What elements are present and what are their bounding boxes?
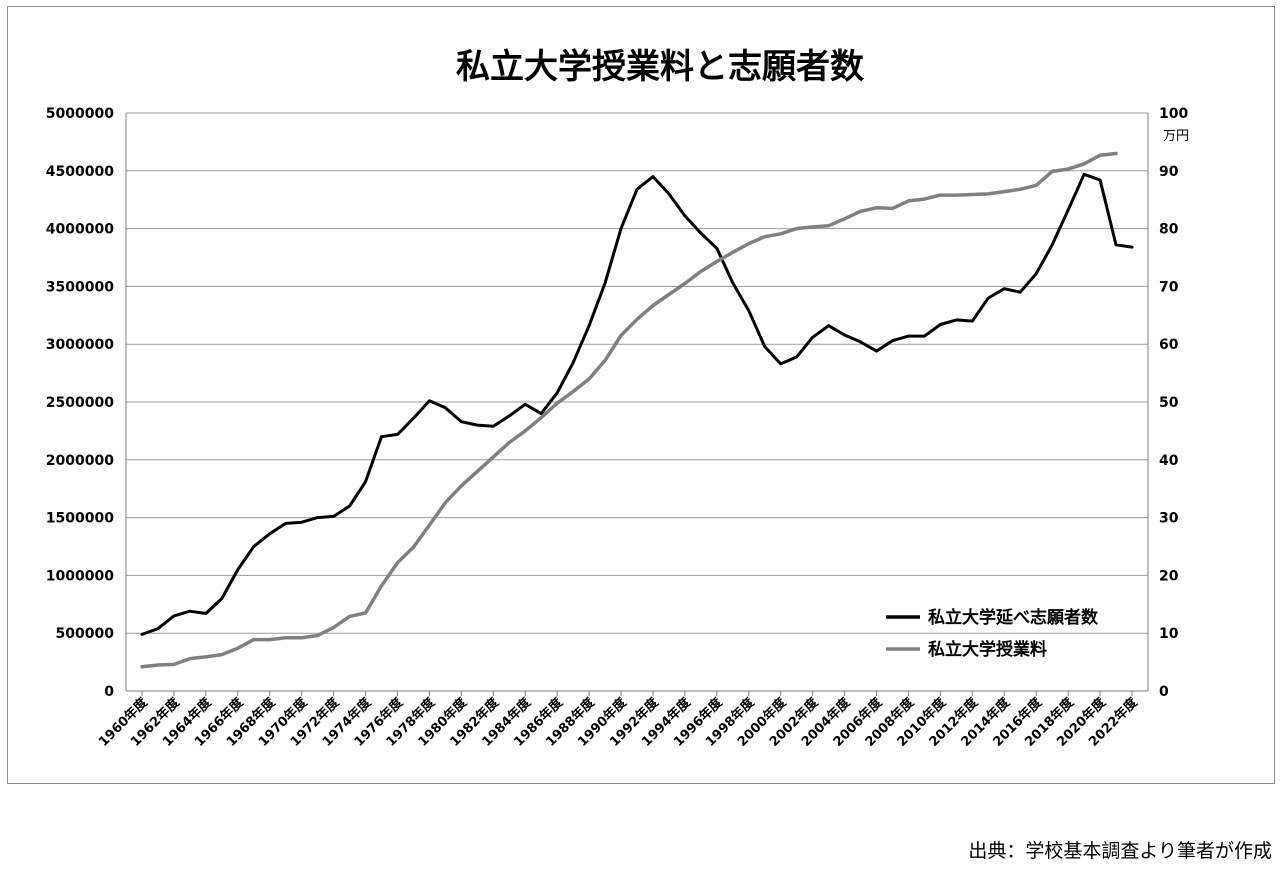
legend-label: 私立大学延べ志願者数 [928,607,1099,628]
y-right-tick-label: 100 [1159,106,1188,122]
source-note: 出典：学校基本調査より筆者が作成 [968,840,1272,862]
y-right-tick-label: 70 [1159,279,1179,295]
y-left-tick-label: 5000000 [46,106,114,122]
y-right-unit-label: 万円 [1163,129,1189,144]
y-left-tick-label: 1500000 [46,511,114,527]
y-left-tick-label: 0 [104,684,114,700]
y-left-tick-label: 1000000 [46,568,114,584]
y-left-tick-label: 3000000 [46,337,114,353]
chart-frame: 私立大学授業料と志願者数 0 500000 1000000 1500000 200000… [7,6,1275,784]
y-left-tick-label: 2000000 [46,453,114,469]
y-right-tick-label: 90 [1159,164,1179,180]
y-right-tick-label: 50 [1159,395,1179,411]
y-left-tick-label: 4000000 [46,222,114,238]
y-right-tick-label: 0 [1159,684,1169,700]
y-left-tick-label: 500000 [56,626,115,642]
y-right-tick-label: 10 [1159,626,1179,642]
chart-canvas: 私立大学授業料と志願者数 0 500000 1000000 1500000 200000… [46,47,1189,750]
y-right-tick-label: 20 [1159,568,1179,584]
y-left-tick-label: 2500000 [46,395,114,411]
y-right-tick-label: 40 [1159,453,1179,469]
y-right-tick-label: 60 [1159,337,1179,353]
y-left-tick-label: 3500000 [46,279,114,295]
legend-label: 私立大学授業料 [928,639,1047,660]
y-right-tick-label: 30 [1159,511,1179,527]
y-left-tick-label: 4500000 [46,164,114,180]
chart-title: 私立大学授業料と志願者数 [456,47,864,87]
series-line-applicants [140,172,1134,636]
y-right-tick-label: 80 [1159,222,1179,238]
series-line-tuition [140,151,1118,669]
